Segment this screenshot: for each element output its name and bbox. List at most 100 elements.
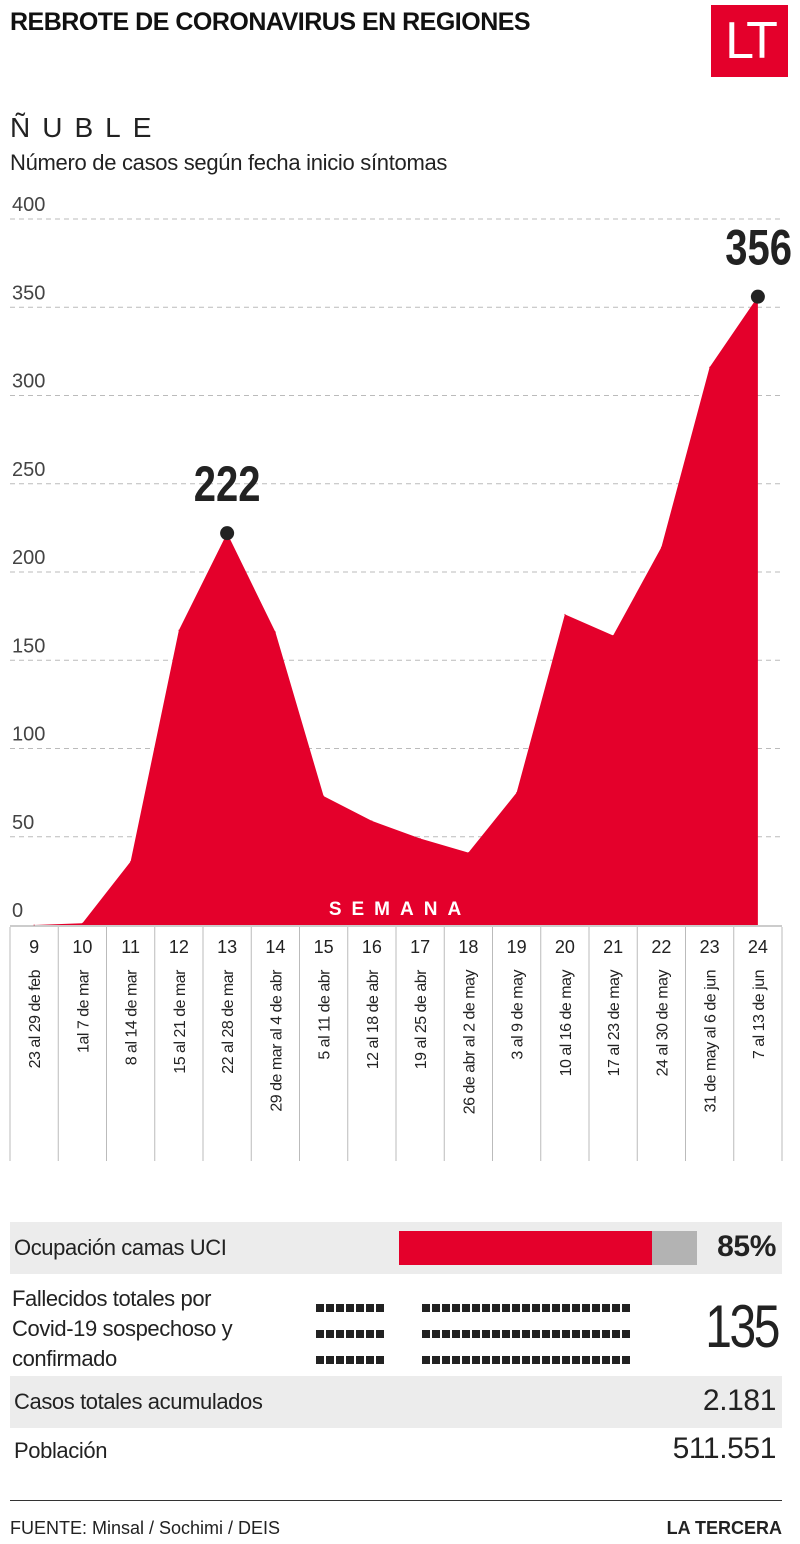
population-value: 511.551 [672,1432,777,1465]
death-square-icon [366,1304,374,1312]
week-label: 12 [169,937,189,957]
week-label: 22 [651,937,671,957]
deaths-row: Fallecidos totales por Covid-19 sospecho… [10,1282,782,1416]
week-label: 11 [121,937,140,957]
death-square-icon [522,1356,530,1364]
death-square-icon [592,1356,600,1364]
death-square-icon [552,1356,560,1364]
data-point [81,922,83,924]
death-square-icon [492,1330,500,1338]
week-label: 15 [314,937,334,957]
y-tick-label: 50 [12,812,34,834]
data-point [516,792,518,794]
week-range-label: 5 al 11 de abr [317,969,334,1060]
death-square-icon [376,1304,384,1312]
death-square-icon [532,1330,540,1338]
peak-marker [750,289,765,304]
cases-value: 2.181 [702,1384,776,1417]
death-square-icon [316,1304,324,1312]
death-square-icon [346,1356,354,1364]
week-label: 10 [72,937,92,957]
week-range-label: 26 de abr al 2 de may [461,970,478,1115]
population-row: Población 511.551 [10,1430,782,1474]
data-point [323,795,325,797]
death-square-icon [572,1304,580,1312]
cases-label: Casos totales acumulados [14,1389,263,1414]
death-square-icon [316,1330,324,1338]
week-range-label: 24 al 30 de may [654,970,671,1077]
y-tick-label: 150 [12,635,45,657]
death-square-icon [512,1356,520,1364]
y-tick-label: 350 [12,282,45,304]
y-tick-label: 200 [12,547,45,569]
death-square-icon [462,1356,470,1364]
death-square-icon [452,1330,460,1338]
area-series [34,296,758,925]
week-label: 16 [362,937,382,957]
week-range-label: 31 de may al 6 de jun [703,970,720,1113]
death-square-icon [452,1304,460,1312]
death-square-icon [622,1330,630,1338]
data-point [33,924,35,926]
death-square-icon [522,1330,530,1338]
page-title: REBROTE DE CORONAVIRUS EN REGIONES [10,8,531,36]
data-point [178,629,180,631]
death-square-icon [572,1330,580,1338]
chart-subtitle: Número de casos según fecha inicio sínto… [10,150,448,175]
death-square-icon [542,1330,550,1338]
data-point [419,838,421,840]
death-square-icon [542,1304,550,1312]
death-square-icon [442,1304,450,1312]
week-label: 13 [217,937,237,957]
week-label: 14 [265,937,285,957]
death-square-icon [552,1304,560,1312]
week-label: 21 [603,937,623,957]
death-square-icon [472,1330,480,1338]
death-square-icon [462,1330,470,1338]
data-point [130,860,132,862]
peak-marker [220,526,235,541]
death-square-icon [442,1330,450,1338]
death-square-icon [376,1330,384,1338]
death-square-icon [612,1304,620,1312]
death-square-icon [432,1330,440,1338]
cases-row: Casos totales acumulados 2.181 [10,1376,782,1428]
data-point [709,366,711,368]
death-square-icon [326,1304,334,1312]
death-square-icon [472,1356,480,1364]
death-square-icon [432,1304,440,1312]
death-square-icon [552,1330,560,1338]
source-text: FUENTE: Minsal / Sochimi / DEIS [10,1518,281,1538]
death-square-icon [612,1330,620,1338]
week-range-label: 17 al 23 de may [606,970,623,1077]
death-square-icon [562,1304,570,1312]
week-range-label: 12 al 18 de abr [365,969,382,1069]
death-square-icon [512,1304,520,1312]
death-square-icon [542,1356,550,1364]
death-square-icon [612,1356,620,1364]
death-square-icon [432,1356,440,1364]
death-square-icon [336,1356,344,1364]
week-range-label: 1al 7 de mar [75,969,92,1053]
death-square-icon [366,1356,374,1364]
y-tick-label: 400 [12,194,45,216]
death-square-icon [502,1356,510,1364]
la-tercera-logo: LT [711,5,788,77]
death-square-icon [422,1356,430,1364]
death-square-icon [582,1304,590,1312]
death-square-icon [356,1330,364,1338]
death-square-icon [622,1304,630,1312]
data-point [467,852,469,854]
week-range-label: 22 al 28 de mar [220,969,237,1074]
death-square-icon [602,1304,610,1312]
death-square-icon [562,1330,570,1338]
y-tick-label: 250 [12,459,45,481]
death-square-icon [522,1304,530,1312]
week-range-label: 8 al 14 de mar [124,969,141,1065]
death-square-icon [482,1304,490,1312]
data-point [274,631,276,633]
week-range-label: 29 de mar al 4 de abr [268,969,285,1112]
death-square-icon [336,1330,344,1338]
week-range-label: 15 al 21 de mar [172,969,189,1074]
y-tick-label: 0 [12,900,23,922]
